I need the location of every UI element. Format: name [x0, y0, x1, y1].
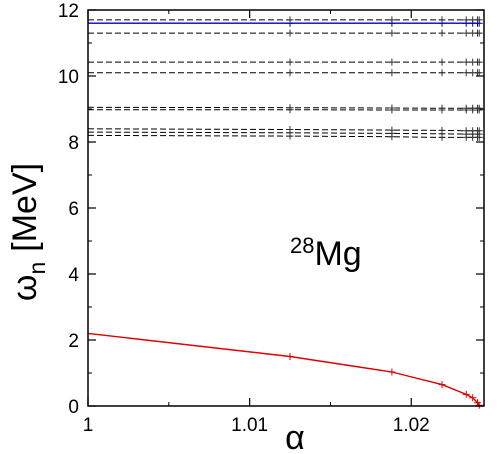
x-tick-label: 1.01 — [231, 415, 268, 436]
data-point-marker — [475, 106, 483, 114]
dashed-series-line — [87, 134, 480, 138]
data-point-marker — [475, 29, 483, 37]
data-point-marker — [438, 16, 446, 24]
data-point-marker — [286, 29, 294, 37]
data-point-marker — [475, 133, 483, 141]
data-point-marker — [438, 58, 446, 66]
y-tick-label: 8 — [68, 133, 79, 154]
y-axis-label-unit: [MeV] — [6, 163, 44, 252]
data-point-marker — [388, 29, 396, 37]
data-point-marker — [462, 390, 470, 398]
data-point-marker — [286, 69, 294, 77]
data-point-marker — [388, 16, 396, 24]
data-point-marker — [462, 106, 470, 114]
data-point-marker — [462, 16, 470, 24]
data-point-marker — [475, 69, 483, 77]
axis-ticks — [87, 9, 484, 407]
data-point-marker — [286, 58, 294, 66]
x-tick-label: 1 — [83, 415, 94, 436]
dashed-series-line — [87, 106, 480, 109]
data-point-marker — [462, 133, 470, 141]
data-point-marker — [462, 69, 470, 77]
dashed-series-line — [87, 131, 480, 135]
dashed-series-line — [87, 128, 480, 132]
x-tick-label: 1.02 — [393, 415, 430, 436]
y-tick-label: 10 — [58, 67, 79, 88]
plot-frame — [87, 9, 485, 407]
data-point-marker — [286, 132, 294, 140]
data-point-marker — [286, 353, 294, 360]
nucleus-annotation: 28Mg — [290, 233, 362, 273]
data-point-marker — [438, 69, 446, 77]
nucleus-element: Mg — [314, 235, 361, 273]
data-point-marker — [462, 58, 470, 66]
x-axis-label: α — [285, 419, 305, 454]
data-point-marker — [388, 133, 396, 141]
data-point-marker — [388, 106, 396, 114]
y-tick-label: 6 — [68, 199, 79, 220]
data-point-marker — [438, 106, 446, 114]
y-tick-label: 4 — [68, 265, 79, 286]
y-tick-label: 12 — [58, 1, 79, 22]
nucleus-mass-number: 28 — [290, 233, 314, 258]
tick-labels: 0 2 4 6 8 10 12 1 1.01 1.02 — [58, 1, 430, 436]
data-point-marker — [462, 29, 470, 37]
solid-series-line — [87, 332, 480, 406]
data-point-marker — [286, 16, 294, 24]
data-point-marker — [469, 394, 477, 402]
data-point-marker — [438, 29, 446, 37]
data-point-marker — [438, 133, 446, 141]
data-point-marker — [475, 16, 483, 24]
data-point-marker — [388, 368, 396, 376]
y-tick-label: 2 — [68, 331, 79, 352]
data-point-marker — [286, 106, 294, 114]
data-point-marker — [438, 381, 446, 389]
y-axis-label-sub: n — [24, 262, 50, 275]
data-point-marker — [475, 58, 483, 66]
y-axis-label: ωn [MeV] — [6, 163, 50, 301]
data-point-marker — [388, 69, 396, 77]
chart-marks — [87, 16, 483, 409]
y-tick-label: 0 — [68, 397, 79, 418]
y-axis-label-main: ω — [6, 275, 44, 302]
data-point-marker — [388, 58, 396, 66]
